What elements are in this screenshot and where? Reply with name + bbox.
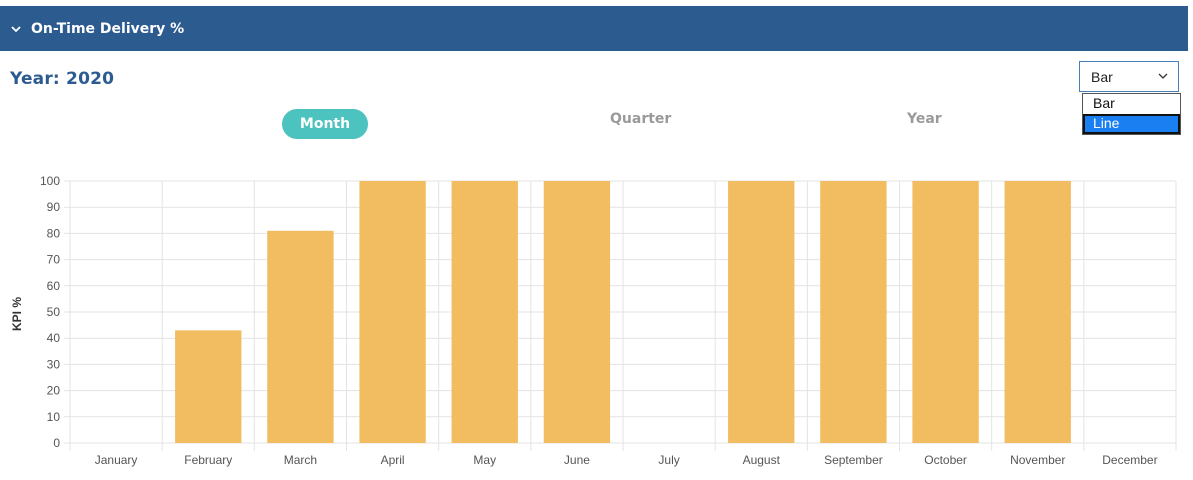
x-tick-label: March (284, 453, 317, 467)
bar-chart: 0 10 20 30 40 50 60 70 80 90 100 January February Ma… (10, 174, 1177, 467)
y-axis-ticks: 0 10 20 30 40 50 60 70 80 90 100 (40, 174, 60, 450)
bar[interactable] (267, 230, 334, 443)
chart-type-select[interactable]: Bar (1079, 61, 1179, 92)
x-tick-label: July (658, 453, 679, 467)
y-tick-label: 80 (47, 226, 61, 240)
x-tick-label: January (95, 453, 138, 467)
bar[interactable] (912, 181, 979, 443)
x-tick-label: February (184, 453, 232, 467)
x-tick-label: August (743, 453, 781, 467)
chart-bars (175, 181, 1071, 443)
chart-type-select-value: Bar (1091, 68, 1113, 85)
x-tick-label: June (564, 453, 590, 467)
y-tick-label: 90 (47, 200, 61, 214)
x-axis-ticks: January February March April May June July Augu… (95, 453, 1158, 467)
bar[interactable] (728, 181, 795, 443)
bar[interactable] (820, 181, 887, 443)
x-tick-label: October (924, 453, 967, 467)
y-tick-label: 50 (47, 305, 61, 319)
y-axis-label: KPI % (10, 297, 24, 331)
toggle-month[interactable]: Month (282, 109, 368, 139)
panel-header[interactable]: On-Time Delivery % (0, 6, 1188, 51)
bar[interactable] (543, 181, 611, 443)
y-tick-label: 0 (53, 436, 60, 450)
option-line[interactable]: Line (1083, 114, 1180, 134)
x-tick-label: May (473, 453, 496, 467)
year-label: Year: 2020 (10, 69, 115, 89)
y-tick-label: 10 (47, 410, 61, 424)
bar[interactable] (1004, 181, 1071, 443)
chevron-down-icon[interactable] (9, 22, 23, 36)
y-tick-label: 40 (47, 331, 61, 345)
y-tick-label: 20 (47, 384, 61, 398)
bar[interactable] (359, 181, 426, 443)
y-tick-label: 70 (47, 253, 61, 267)
bar[interactable] (175, 330, 242, 443)
chart-type-dropdown[interactable]: Bar Line (1082, 93, 1181, 135)
toggle-quarter[interactable]: Quarter (610, 111, 672, 127)
chart-grid (64, 180, 1177, 451)
y-tick-label: 100 (40, 174, 60, 188)
x-tick-label: November (1010, 453, 1065, 467)
option-bar[interactable]: Bar (1093, 95, 1115, 111)
chevron-down-icon (1157, 69, 1169, 85)
toggle-year[interactable]: Year (907, 111, 942, 127)
panel-title: On-Time Delivery % (31, 20, 185, 37)
y-tick-label: 30 (47, 357, 61, 371)
y-tick-label: 60 (47, 279, 61, 293)
bar[interactable] (451, 181, 518, 443)
x-tick-label: September (824, 453, 883, 467)
x-tick-label: December (1102, 453, 1157, 467)
x-tick-label: April (381, 453, 405, 467)
